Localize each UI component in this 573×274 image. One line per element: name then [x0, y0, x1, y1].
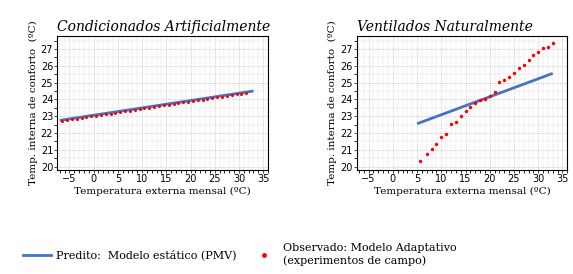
X-axis label: Temperatura externa mensal (ºC): Temperatura externa mensal (ºC)	[74, 187, 251, 196]
Text: Ventilados Naturalmente: Ventilados Naturalmente	[356, 21, 532, 35]
X-axis label: Temperatura externa mensal (ºC): Temperatura externa mensal (ºC)	[374, 187, 550, 196]
Text: Condicionados Artificialmente: Condicionados Artificialmente	[57, 21, 270, 35]
Y-axis label: Temp. interna de conforto  (ºC): Temp. interna de conforto (ºC)	[29, 20, 38, 185]
Y-axis label: Temp. interna de conforto  (ºC): Temp. interna de conforto (ºC)	[328, 20, 337, 185]
Legend: Predito:  Modelo estático (PMV), Observado: Modelo Adaptativo
(experimentos de c: Predito: Modelo estático (PMV), Observad…	[23, 243, 457, 266]
